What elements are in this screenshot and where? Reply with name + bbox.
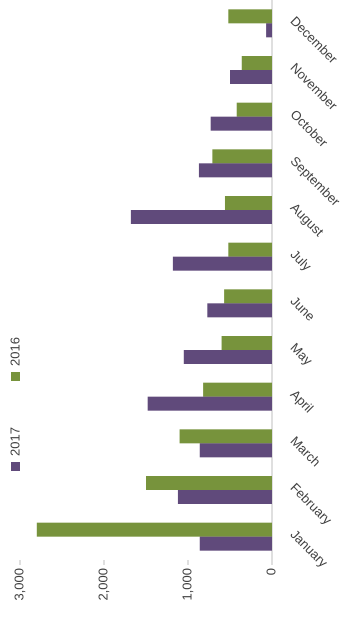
bar [230,70,272,84]
legend-label: 2016 [7,337,22,366]
bar [146,476,272,490]
bar [198,163,272,178]
y-tick-label: 0 [263,568,278,575]
legend-label: 2017 [7,427,22,456]
bar [130,210,272,224]
bar [147,396,272,411]
bar [36,522,272,537]
bar [199,536,272,551]
bar [210,116,272,131]
x-tick-label: November [287,60,340,113]
bar [177,490,272,504]
bar [221,336,272,350]
bar [224,196,272,210]
bar [179,429,272,444]
x-tick-label: February [287,480,335,528]
x-tick-label: August [287,200,326,239]
x-tick-label: April [287,387,316,416]
bar [228,9,272,24]
bar [241,56,272,70]
bar [236,102,272,117]
x-tick-label: January [287,527,331,571]
x-tick-label: July [287,247,314,274]
bar [183,350,272,364]
x-tick-label: October [287,107,331,151]
bar [212,149,272,164]
x-tick-label: June [287,293,318,324]
y-tick-label: 2,000 [95,568,110,601]
x-tick-label: May [287,340,315,368]
bar [207,303,272,318]
x-tick-label: December [287,13,340,66]
y-tick-label: 3,000 [11,568,26,601]
legend-swatch [11,462,20,471]
bar [203,382,272,397]
legend-swatch [11,372,20,381]
y-tick-label: 1,000 [179,568,194,601]
x-tick-label: March [287,433,323,469]
bar [228,242,272,257]
bar [224,289,272,304]
bar [266,23,272,38]
bar [172,256,272,271]
bar [199,443,272,458]
